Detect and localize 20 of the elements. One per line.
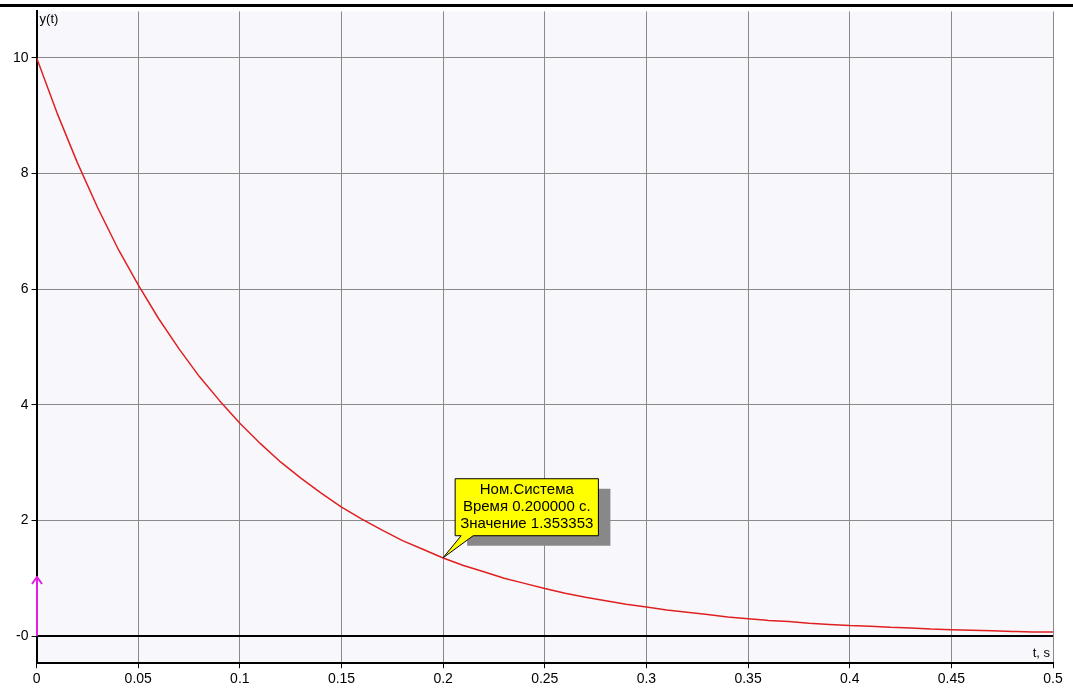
- y-tick-label: 10: [12, 48, 29, 65]
- annotation: Ном.Система Время 0.200000 с. Значение 1.353353: [460, 480, 594, 532]
- y-axis-title: y(t): [39, 11, 59, 27]
- y-tick-label: 2: [20, 511, 29, 528]
- x-tick-label: 0.2: [433, 670, 454, 687]
- y-tick-label: 4: [20, 395, 29, 412]
- x-tick-label: 0.15: [327, 670, 356, 687]
- x-tick-label: 0.45: [937, 670, 966, 687]
- x-tick-label: 0.3: [636, 670, 657, 687]
- y-tick-label: 6: [20, 279, 29, 296]
- x-tick-label: 0: [32, 670, 41, 687]
- x-tick-label: 0.05: [124, 670, 153, 687]
- x-tick-label: 0.25: [531, 670, 559, 687]
- x-tick-label: 0.35: [734, 670, 762, 687]
- x-tick-label: 0.4: [839, 670, 860, 687]
- x-tick-label: 0.5: [1043, 670, 1063, 687]
- y-tick-label: 8: [20, 164, 29, 181]
- x-axis-title: t, s: [1032, 645, 1051, 661]
- y-tick-label: -0: [16, 626, 29, 643]
- x-tick-label: 0.1: [230, 670, 250, 687]
